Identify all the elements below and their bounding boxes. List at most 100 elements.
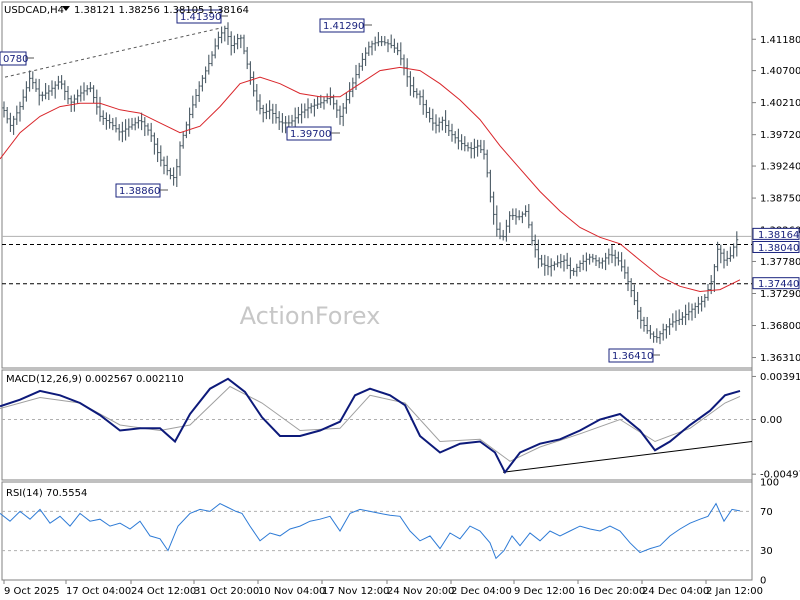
price-bar bbox=[370, 40, 374, 56]
price-bar bbox=[687, 302, 691, 321]
price-bar bbox=[424, 99, 428, 118]
price-bar bbox=[572, 267, 576, 276]
price-annotation: 1.39700 bbox=[286, 126, 332, 141]
price-bar bbox=[85, 85, 89, 96]
price-bar bbox=[600, 257, 604, 269]
price-bar bbox=[18, 101, 22, 122]
price-scale-tag: 1.37440 bbox=[752, 277, 800, 290]
time-tick-label: 24 Oct 12:00 bbox=[131, 586, 196, 597]
price-bar bbox=[367, 41, 371, 56]
price-bar bbox=[220, 26, 224, 44]
rsi-tick-label: 70 bbox=[760, 507, 773, 518]
price-bar bbox=[37, 78, 41, 106]
price-bar bbox=[149, 122, 153, 142]
price-bar bbox=[623, 259, 627, 279]
price-bar bbox=[274, 103, 278, 124]
price-bar bbox=[527, 203, 531, 229]
time-tick-label: 2 Jan 12:00 bbox=[706, 586, 763, 597]
price-bar bbox=[82, 82, 86, 101]
price-tick-label: 1.39720 bbox=[760, 130, 800, 141]
price-bar bbox=[124, 119, 128, 141]
price-trendline bbox=[4, 27, 221, 78]
price-bar bbox=[706, 283, 710, 301]
price-tag-label: 1.38040 bbox=[758, 243, 799, 254]
price-bar bbox=[524, 205, 528, 217]
price-bar bbox=[450, 123, 454, 142]
price-bar bbox=[690, 303, 694, 321]
moving-average-line bbox=[0, 66, 741, 293]
price-bar bbox=[735, 231, 739, 257]
price-bar bbox=[629, 278, 633, 298]
price-bar bbox=[111, 117, 115, 131]
price-tick-label: 1.38750 bbox=[760, 194, 800, 205]
macd-tick-label: 0.00 bbox=[760, 415, 782, 426]
price-bar bbox=[431, 108, 435, 131]
price-bar bbox=[92, 85, 96, 104]
price-tick-label: 1.40700 bbox=[760, 66, 800, 77]
price-bar bbox=[639, 306, 643, 329]
price-bar bbox=[732, 243, 736, 259]
price-bar bbox=[213, 38, 217, 59]
price-bar bbox=[716, 241, 720, 272]
price-bar bbox=[239, 34, 243, 49]
price-bar bbox=[60, 75, 64, 90]
price-bar bbox=[162, 156, 166, 175]
price-bar bbox=[34, 78, 38, 92]
price-bar bbox=[143, 117, 147, 137]
price-bar bbox=[482, 140, 486, 160]
price-bar bbox=[485, 149, 489, 178]
price-bar bbox=[261, 104, 265, 123]
price-bar bbox=[552, 261, 556, 271]
price-bar bbox=[242, 34, 246, 55]
price-bar bbox=[341, 102, 345, 127]
price-bar bbox=[549, 258, 553, 277]
price-bar bbox=[476, 139, 480, 157]
price-bar bbox=[200, 75, 204, 92]
price-bar bbox=[722, 248, 726, 269]
price-bar bbox=[565, 252, 569, 270]
price-tag-box bbox=[752, 277, 800, 290]
price-bar bbox=[597, 257, 601, 269]
price-bar bbox=[69, 95, 73, 113]
price-bar bbox=[232, 35, 236, 54]
price-bar bbox=[300, 103, 304, 124]
price-annotation: 1.38860 bbox=[115, 183, 161, 198]
price-bar bbox=[437, 117, 441, 133]
price-bar bbox=[418, 90, 422, 106]
price-bar bbox=[184, 121, 188, 139]
price-bar bbox=[399, 42, 403, 66]
price-bar bbox=[309, 103, 313, 114]
price-bar bbox=[620, 252, 624, 272]
price-bar bbox=[405, 58, 409, 87]
price-bar bbox=[536, 239, 540, 269]
price-bar bbox=[719, 244, 723, 264]
price-tick-label: 1.39240 bbox=[760, 162, 800, 173]
price-bar bbox=[197, 81, 201, 102]
price-bar bbox=[453, 131, 457, 144]
price-bar bbox=[268, 100, 272, 120]
price-bar bbox=[44, 82, 48, 100]
price-scale-tag: 1.38040 bbox=[752, 240, 800, 254]
price-bar bbox=[696, 296, 700, 314]
price-bar bbox=[194, 88, 198, 108]
rsi-tick-label: 30 bbox=[760, 546, 773, 557]
price-bar bbox=[396, 42, 400, 56]
price-bar bbox=[156, 138, 160, 163]
price-bar bbox=[207, 54, 211, 75]
price-bar bbox=[642, 316, 646, 332]
price-bar bbox=[447, 120, 451, 136]
price-bar bbox=[511, 208, 515, 221]
price-bar bbox=[584, 252, 588, 272]
price-bar bbox=[63, 80, 67, 101]
price-bar bbox=[114, 117, 118, 133]
price-bar bbox=[335, 99, 339, 118]
price-bar bbox=[556, 255, 560, 268]
price-bar bbox=[40, 91, 44, 102]
price-bar bbox=[24, 81, 28, 102]
price-bar bbox=[95, 89, 99, 115]
watermark: ActionForex bbox=[240, 302, 381, 330]
time-tick-label: 2 Dec 04:00 bbox=[451, 586, 512, 597]
price-bar bbox=[492, 191, 496, 225]
time-tick-label: 31 Oct 20:00 bbox=[194, 586, 259, 597]
